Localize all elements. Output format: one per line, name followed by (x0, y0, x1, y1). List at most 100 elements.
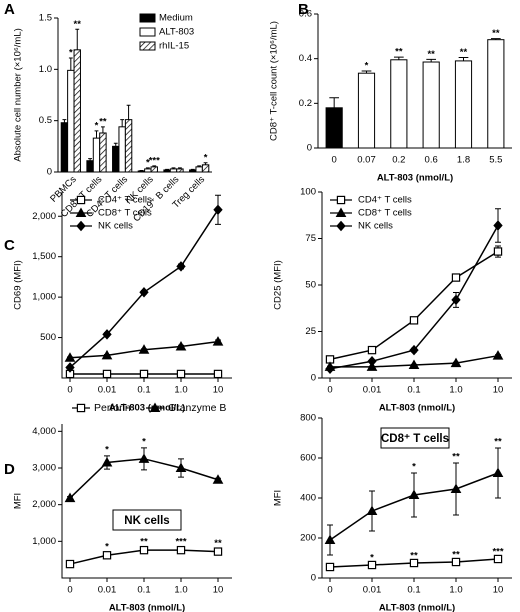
bar (195, 166, 203, 173)
bar (60, 122, 69, 173)
significance: * (204, 152, 208, 163)
significance: ** (410, 551, 418, 562)
x-tick-label: 0.01 (98, 385, 117, 396)
x-tick-label: 1.0 (449, 385, 462, 396)
x-tick-label: 0.2 (392, 155, 405, 166)
y-tick-label: 1.0 (39, 64, 52, 75)
marker (493, 247, 503, 256)
significance: ** (427, 49, 435, 60)
axis-line (317, 14, 512, 149)
bar (124, 119, 133, 173)
x-tick-label: 1.0 (449, 585, 462, 596)
x-tick-label: 0 (332, 155, 337, 166)
y-tick-label: 0.5 (39, 115, 52, 126)
error-bar (203, 162, 208, 165)
significance: *** (492, 547, 503, 558)
legend-label: CD8⁺ T cells (358, 208, 412, 219)
bar (112, 145, 120, 173)
significance: * (142, 436, 146, 447)
significance: ** (452, 550, 460, 561)
x-axis-label: ALT-803 (nmol/L) (109, 603, 185, 612)
marker (451, 557, 461, 567)
marker (175, 340, 187, 351)
marker (492, 350, 504, 360)
legend-label: NK cells (358, 221, 393, 232)
y-tick-label: 4,000 (32, 426, 56, 437)
significance: * (105, 542, 109, 553)
bar (189, 169, 197, 173)
significance: * (365, 60, 369, 71)
bar (150, 166, 158, 173)
error-bar (393, 56, 404, 60)
legend-label: CD4⁺ T cells (98, 195, 152, 206)
marker (175, 462, 187, 472)
error-bar (426, 58, 437, 63)
marker (76, 403, 86, 413)
marker (176, 261, 186, 272)
marker (325, 562, 335, 572)
panel-label: B (298, 1, 309, 18)
error-bar (88, 158, 93, 161)
significance: ** (99, 116, 107, 127)
error-bar (68, 57, 73, 71)
label-box (380, 427, 450, 449)
bar (86, 160, 94, 173)
marker (101, 456, 113, 467)
marker (102, 369, 112, 379)
y-axis-label: CD69 (MFI) (13, 260, 24, 310)
error-bar (165, 168, 170, 170)
y-tick-label: 25 (305, 326, 316, 337)
marker (76, 195, 86, 205)
error-bar (75, 28, 80, 50)
marker (212, 474, 224, 484)
x-tick-label: 0.1 (407, 385, 420, 396)
marker (139, 287, 149, 298)
y-tick-label: 0 (311, 573, 316, 584)
marker (102, 551, 112, 560)
significance: ** (395, 47, 403, 58)
x-tick-label: 0.01 (363, 585, 382, 596)
marker (450, 483, 462, 493)
y-tick-label: 50 (305, 280, 316, 291)
x-tick-label: 0.01 (363, 385, 382, 396)
bar (176, 168, 184, 173)
marker (76, 220, 86, 232)
marker (138, 344, 150, 354)
error-bar (94, 130, 99, 139)
bar (422, 61, 440, 149)
significance: ** (74, 19, 82, 30)
significance: * (146, 157, 150, 168)
significance: * (370, 553, 374, 564)
bar (73, 49, 81, 173)
error-bar (152, 165, 157, 167)
marker (64, 492, 76, 503)
y-tick-label: 3,000 (32, 463, 56, 474)
legend-label: Medium (159, 13, 193, 24)
y-tick-label: 0 (47, 167, 52, 178)
marker (409, 316, 419, 325)
x-tick-label: 0.1 (137, 585, 150, 596)
error-bar (197, 165, 202, 167)
marker (213, 204, 223, 216)
x-tick-label: 0.1 (407, 585, 420, 596)
y-tick-label: 0.4 (299, 53, 312, 64)
marker (451, 294, 461, 306)
panel-label: D (4, 461, 15, 478)
x-tick-label: 10 (493, 585, 504, 596)
series-line (329, 250, 499, 361)
legend-swatch (139, 13, 156, 23)
marker (367, 345, 377, 355)
significance: ** (494, 437, 502, 448)
marker (64, 352, 76, 362)
y-tick-label: 1,000 (32, 536, 56, 547)
bar (118, 126, 126, 173)
marker (325, 363, 335, 374)
marker (336, 220, 346, 232)
bar (92, 137, 101, 173)
legend-label: Granzyme B (168, 402, 226, 414)
marker (451, 273, 461, 282)
legend-label: NK cells (98, 221, 133, 232)
x-tick-label: 5.5 (489, 155, 502, 166)
y-tick-label: 400 (300, 493, 316, 504)
